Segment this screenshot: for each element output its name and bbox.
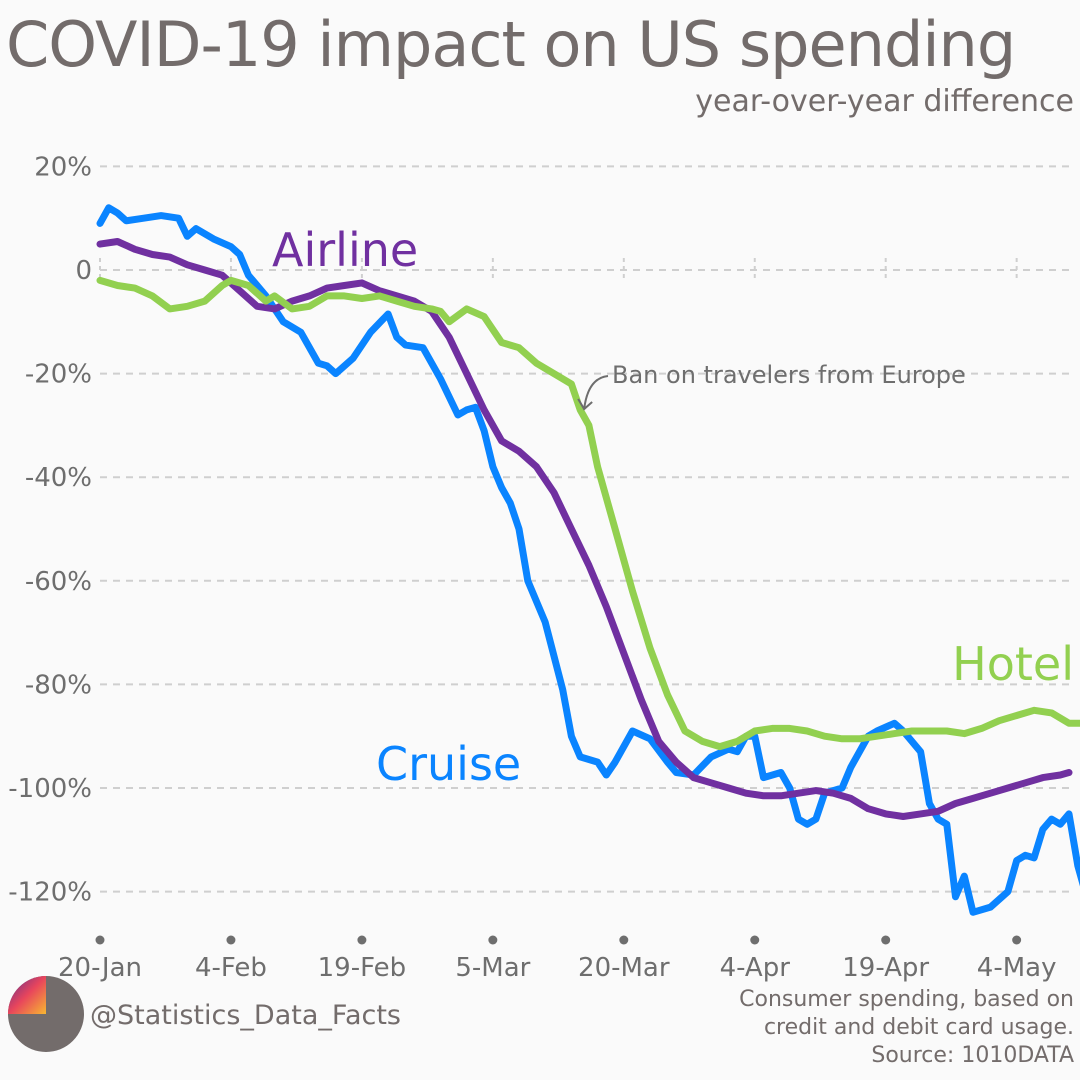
x-tick-mark [95, 935, 105, 945]
y-tick-label: 0 [75, 256, 92, 286]
source-note-line: Source: 1010DATA [871, 1043, 1074, 1068]
x-tick-label: 4-May [977, 953, 1057, 983]
x-tick-label: 20-Jan [58, 953, 142, 983]
y-tick-label: -20% [25, 360, 92, 390]
x-tick-mark [750, 935, 760, 945]
source-note-line: credit and debit card usage. [763, 1015, 1074, 1040]
x-tick-label: 4-Feb [195, 953, 267, 983]
x-tick-label: 19-Apr [842, 953, 929, 983]
x-tick-label: 5-Mar [455, 953, 530, 983]
source-note: Consumer spending, based on credit and d… [739, 986, 1074, 1070]
x-tick-mark [619, 935, 629, 945]
series-label-cruise: Cruise [376, 737, 521, 791]
annotation-label: Ban on travelers from Europe [612, 361, 966, 389]
x-tick-mark [1012, 935, 1022, 945]
series-label-hotel: Hotel [952, 637, 1074, 691]
x-tick-mark [226, 935, 236, 945]
x-tick-label: 19-Feb [318, 953, 407, 983]
y-tick-label: -60% [25, 567, 92, 597]
annotation-arrow [583, 375, 609, 410]
chart-title: COVID-19 impact on US spending [6, 8, 1016, 81]
y-tick-label: -100% [8, 774, 92, 804]
series-label-airline: Airline [272, 223, 418, 277]
y-tick-label: -40% [25, 463, 92, 493]
series-line-airline [96, 238, 1073, 820]
x-tick-label: 20-Mar [578, 953, 670, 983]
y-tick-label: 20% [34, 152, 92, 182]
series-line-cruise [96, 204, 1080, 916]
x-tick-label: 4-Apr [720, 953, 791, 983]
chart-subtitle: year-over-year difference [695, 84, 1074, 119]
statistics-data-facts-logo-icon [8, 976, 84, 1052]
y-tick-label: -80% [25, 670, 92, 700]
annotation-arrowhead [577, 398, 593, 411]
series-line-hotel [96, 276, 1080, 751]
x-tick-mark [881, 935, 891, 945]
author-handle: @Statistics_Data_Facts [90, 1000, 401, 1031]
x-tick-mark [357, 935, 367, 945]
source-note-line: Consumer spending, based on [739, 987, 1074, 1012]
x-tick-mark [488, 935, 498, 945]
y-tick-label: -120% [8, 878, 92, 908]
